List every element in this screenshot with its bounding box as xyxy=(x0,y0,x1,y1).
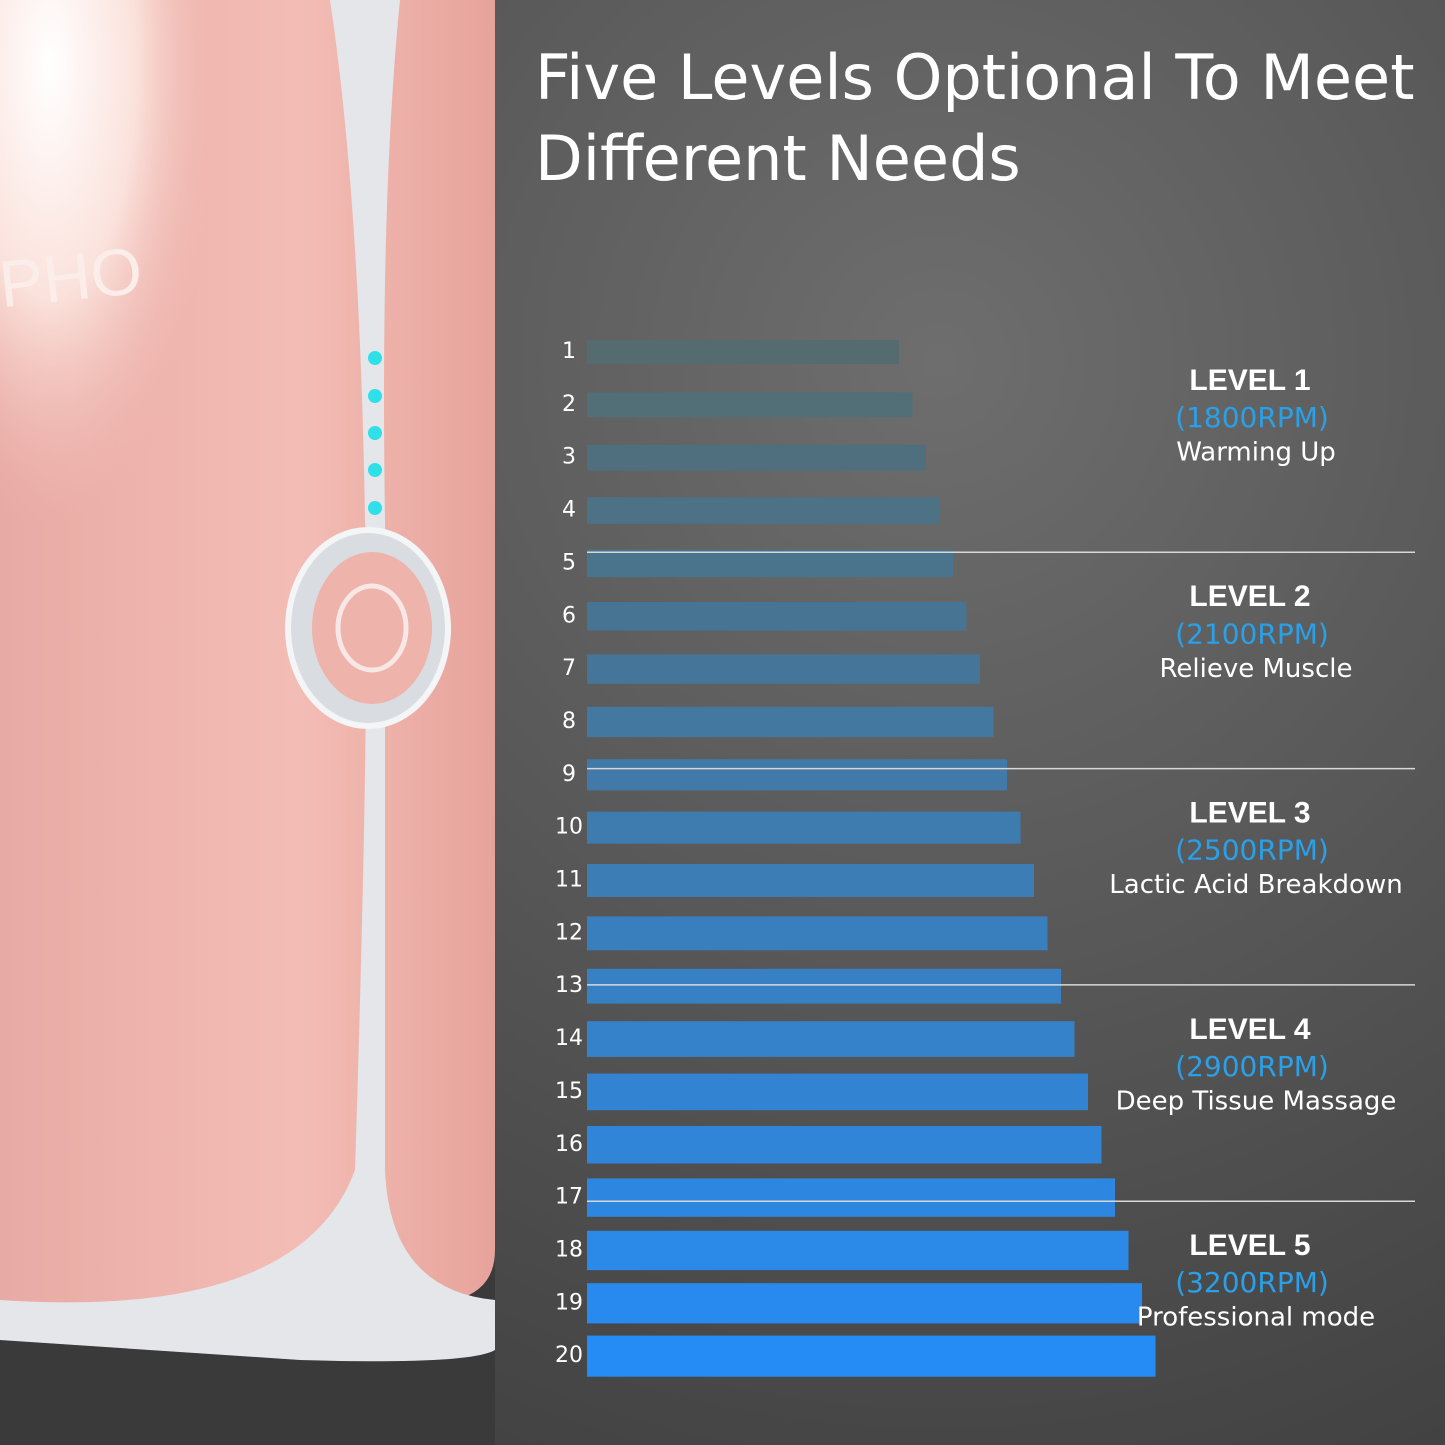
level-bar xyxy=(587,1073,1088,1111)
bar-label: 19 xyxy=(555,1290,583,1315)
product-trim xyxy=(0,0,495,1362)
level-bar xyxy=(587,1283,1142,1324)
level-rpm: (3200RPM) xyxy=(1175,1266,1329,1299)
level-bar xyxy=(587,1178,1115,1217)
level-rpm: (2900RPM) xyxy=(1175,1050,1329,1083)
level-bar xyxy=(587,968,1061,1004)
level-rpm: (2500RPM) xyxy=(1175,834,1329,867)
level-bar xyxy=(587,602,967,631)
bar-label: 20 xyxy=(555,1343,583,1368)
led xyxy=(368,351,382,365)
level-bar xyxy=(587,549,953,578)
bar-label: 1 xyxy=(562,339,576,364)
level-description: Relieve Muscle xyxy=(1160,654,1353,684)
bar-label: 14 xyxy=(555,1026,583,1051)
level-bar xyxy=(587,811,1021,844)
level-bar xyxy=(587,340,899,364)
level-label: LEVEL 4 xyxy=(1189,1013,1310,1046)
led xyxy=(368,463,382,477)
bar-label: 5 xyxy=(562,550,576,575)
bar-label: 12 xyxy=(555,920,583,945)
bar-label: 4 xyxy=(562,498,576,523)
level-label: LEVEL 2 xyxy=(1189,580,1310,613)
bar-label: 18 xyxy=(555,1237,583,1262)
product: PHO xyxy=(0,0,495,1445)
led-indicators xyxy=(368,351,382,515)
bar-label: 6 xyxy=(562,603,576,628)
bar-label: 11 xyxy=(555,868,583,893)
bar-label: 2 xyxy=(562,392,576,417)
level-bar xyxy=(587,1230,1129,1271)
level-label: LEVEL 3 xyxy=(1189,797,1310,830)
led xyxy=(368,426,382,440)
level-label: LEVEL 1 xyxy=(1189,364,1310,397)
bar-label: 7 xyxy=(562,656,576,681)
bar-label: 9 xyxy=(562,762,576,787)
bar-label: 10 xyxy=(555,815,583,840)
level-bar xyxy=(587,497,940,524)
level-description: Lactic Acid Breakdown xyxy=(1109,870,1402,900)
bar-label: 17 xyxy=(555,1185,583,1210)
level-description: Warming Up xyxy=(1176,438,1336,468)
level-bar xyxy=(587,916,1048,951)
level-bar xyxy=(587,1335,1156,1377)
bar-label: 3 xyxy=(562,445,576,470)
level-rpm: (1800RPM) xyxy=(1175,401,1329,434)
level-bar xyxy=(587,444,926,471)
button xyxy=(312,552,432,704)
level-bar xyxy=(587,1126,1102,1164)
level-label: LEVEL 5 xyxy=(1189,1229,1310,1262)
bar-label: 13 xyxy=(555,973,583,998)
title-line: Different Needs xyxy=(535,122,1021,195)
product-logo: PHO xyxy=(0,233,146,322)
level-description: Deep Tissue Massage xyxy=(1116,1086,1397,1116)
led xyxy=(368,501,382,515)
title-line: Five Levels Optional To Meet xyxy=(535,41,1415,114)
led xyxy=(368,389,382,403)
level-bar xyxy=(587,654,980,684)
level-rpm: (2100RPM) xyxy=(1175,617,1329,650)
level-bar xyxy=(587,864,1034,897)
bar-label: 16 xyxy=(555,1132,583,1157)
bar-label: 8 xyxy=(562,709,576,734)
level-bar xyxy=(587,1021,1075,1057)
bar-label: 15 xyxy=(555,1079,583,1104)
level-bar xyxy=(587,706,994,738)
level-bar xyxy=(587,392,913,418)
button-icon xyxy=(335,583,409,673)
level-bar xyxy=(587,759,1007,791)
level-description: Professional mode xyxy=(1137,1303,1375,1333)
